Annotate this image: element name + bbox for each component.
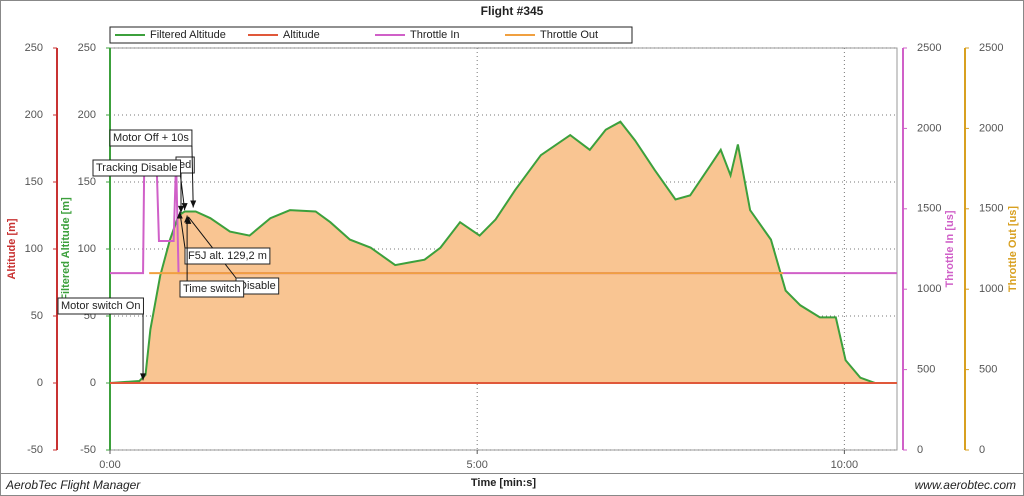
axis-title: Throttle Out [us] (1007, 206, 1019, 292)
x-axis-title: Time [min:s] (471, 477, 537, 489)
annotation-text: F5J alt. 129,2 m (188, 250, 267, 262)
y-tick-label: 200 (25, 109, 43, 121)
axis-title: Altitude [m] (6, 218, 18, 279)
y-tick-label: 150 (78, 176, 96, 188)
y-tick-label: 0 (917, 444, 923, 456)
annotation: Time switch (179, 215, 245, 298)
annotation-text: Disable (239, 280, 276, 292)
x-tick-label: 0:00 (99, 459, 120, 471)
y-tick-label: 1500 (979, 203, 1003, 215)
annotation: Motor Off + 10s (109, 129, 197, 208)
y-tick-label: 2000 (979, 122, 1003, 134)
footer-right: www.aerobtec.com (915, 478, 1016, 492)
chart-title: Flight #345 (481, 4, 544, 18)
y-tick-label: -50 (27, 444, 43, 456)
arrow-head (184, 215, 191, 223)
y-tick-label: 0 (90, 377, 96, 389)
annotation-arrow (191, 145, 194, 208)
y-tick-label: 0 (979, 444, 985, 456)
annotation-box (57, 297, 144, 315)
y-tick-label: 200 (78, 109, 96, 121)
y-tick-label: 1500 (917, 203, 941, 215)
arrow-head (177, 205, 184, 213)
y-tick-label: 150 (25, 176, 43, 188)
legend-label: Altitude (283, 29, 320, 41)
y-tick-label: 2000 (917, 122, 941, 134)
axis-title: Throttle In [us] (944, 210, 956, 287)
annotation-text: Motor Off + 10s (113, 132, 189, 144)
y-tick-label: 100 (78, 243, 96, 255)
y-tick-label: -50 (80, 444, 96, 456)
y-tick-label: 1000 (979, 283, 1003, 295)
legend: Filtered Altitude Altitude Throttle In Thro… (109, 26, 633, 44)
arrow-head (140, 373, 147, 381)
annotation: Tracking Disable (92, 159, 188, 211)
footer-left: AerobTec Flight Manager (5, 478, 141, 492)
annotation-box (184, 247, 271, 265)
y-tick-label: 50 (31, 310, 43, 322)
legend-label: Throttle Out (540, 29, 598, 41)
series-line (110, 159, 897, 275)
arrow-head (181, 203, 188, 211)
annotation-box (109, 129, 193, 147)
annotation-box (179, 280, 245, 298)
annotation-box (92, 159, 182, 177)
y-tick-label: 500 (979, 364, 997, 376)
y-tick-label: 2500 (979, 42, 1003, 54)
y-tick-label: 0 (37, 377, 43, 389)
annotation-text: Time switch (183, 283, 241, 295)
y-tick-label: 500 (917, 364, 935, 376)
area (110, 121, 897, 383)
y-tick-label: 2500 (917, 42, 941, 54)
legend-label: Throttle In (410, 29, 460, 41)
annotation-arrow (187, 216, 237, 279)
series-line (109, 120, 897, 384)
annotation-text: Motor switch On (61, 300, 140, 312)
y-tick-label: 1000 (917, 283, 941, 295)
y-tick-label: 100 (25, 243, 43, 255)
axis-title: Filtered Altitude [m] (60, 197, 72, 301)
arrow-head (176, 211, 183, 219)
annotation: F5J alt. 129,2 m (176, 211, 271, 265)
y-tick-label: 250 (78, 42, 96, 54)
x-tick-label: 5:00 (466, 459, 487, 471)
arrow-head (190, 200, 197, 208)
annotation-text: ed (179, 159, 191, 171)
x-tick-label: 10:00 (831, 459, 859, 471)
annotation-text: Tracking Disable (96, 162, 178, 174)
annotation: Motor switch On (57, 297, 147, 381)
legend-box (109, 26, 633, 44)
legend-label: Filtered Altitude (150, 29, 226, 41)
y-tick-label: 250 (25, 42, 43, 54)
